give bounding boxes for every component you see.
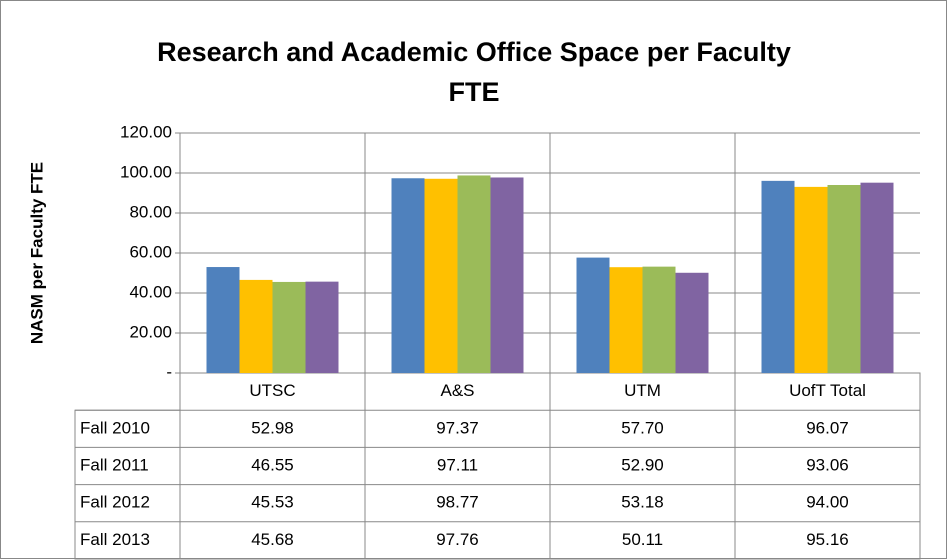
bar (609, 267, 643, 373)
y-tick-label: - (166, 362, 172, 381)
y-tick-label: 20.00 (129, 322, 172, 341)
y-tick-label: 100.00 (120, 162, 172, 181)
bar (457, 175, 491, 373)
data-label: 98.77 (436, 493, 479, 512)
bar (576, 257, 610, 373)
y-tick-label: 40.00 (129, 282, 172, 301)
data-label: 93.06 (806, 455, 849, 474)
data-label: 96.07 (806, 418, 849, 437)
series-name: Fall 2012 (80, 493, 150, 512)
bar (642, 266, 676, 373)
bar (761, 180, 795, 373)
data-label: 94.00 (806, 493, 849, 512)
data-label: 52.90 (621, 455, 664, 474)
series-name: Fall 2011 (80, 455, 149, 474)
data-label: 46.55 (251, 455, 294, 474)
y-tick-label: 80.00 (129, 202, 172, 221)
data-label: 45.53 (251, 493, 294, 512)
bar (675, 272, 709, 373)
bar (206, 267, 240, 373)
data-label: 97.76 (436, 530, 479, 549)
bar (272, 281, 306, 373)
bar (391, 178, 425, 373)
data-label: 52.98 (251, 418, 294, 437)
y-tick-label: 60.00 (129, 242, 172, 261)
x-tick-label: A&S (440, 381, 474, 400)
y-tick-label: 120.00 (120, 122, 172, 141)
data-label: 50.11 (622, 530, 663, 549)
bar (424, 178, 458, 373)
bar (239, 279, 273, 373)
bar (827, 185, 861, 373)
data-label: 53.18 (621, 493, 664, 512)
x-tick-label: UTSC (249, 381, 295, 400)
series-name: Fall 2010 (80, 418, 150, 437)
chart-title: Research and Academic Office Space per F… (157, 37, 791, 107)
series-name: Fall 2013 (80, 530, 150, 549)
x-tick-label: UofT Total (789, 381, 866, 400)
y-axis-label: NASM per Faculty FTE (27, 162, 46, 344)
bar (305, 281, 339, 373)
data-label: 97.37 (436, 418, 479, 437)
data-label: 57.70 (621, 418, 664, 437)
x-tick-label: UTM (624, 381, 661, 400)
data-label: 45.68 (251, 530, 294, 549)
bar (490, 177, 524, 373)
data-label: 97.11 (437, 455, 478, 474)
bar (860, 182, 894, 373)
data-label: 95.16 (806, 530, 849, 549)
bar (794, 186, 828, 373)
